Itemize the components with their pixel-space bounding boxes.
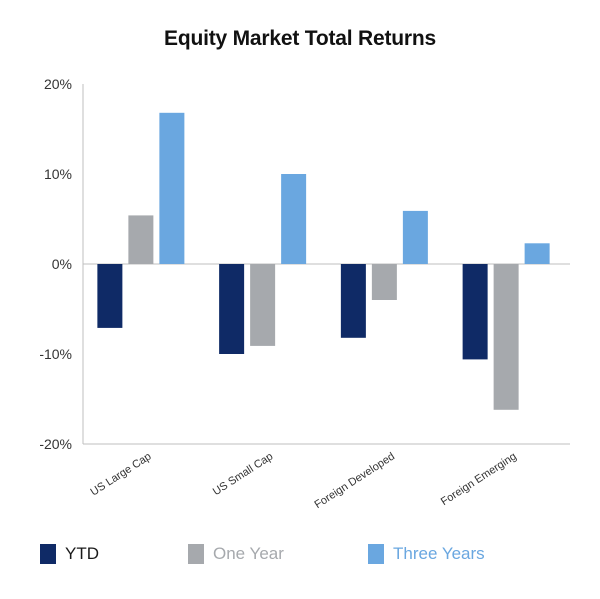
bar-chart-plot: 20% 10% 0% -10% -20% US Large Cap US Small Cap… — [39, 76, 570, 511]
legend-item-ytd: YTD — [40, 540, 99, 568]
bar-one-year — [371, 264, 397, 300]
bar-one-year — [128, 215, 154, 264]
legend-label-one-year: One Year — [213, 544, 284, 563]
y-tick-label: 20% — [44, 76, 72, 92]
y-tick-label: -20% — [39, 436, 72, 452]
bar-ytd — [462, 264, 488, 360]
y-tick-label: 10% — [44, 166, 72, 182]
chart-title: Equity Market Total Returns — [164, 27, 436, 50]
x-category-label: Foreign Emerging — [439, 450, 519, 508]
legend-swatch-three-years — [368, 544, 384, 564]
bar-ytd — [219, 264, 245, 354]
y-tick-label: -10% — [39, 346, 72, 362]
bar-three-years — [524, 243, 550, 264]
x-category-label: US Large Cap — [89, 450, 154, 498]
x-category-label: US Small Cap — [211, 450, 275, 498]
bar-three-years — [281, 174, 307, 264]
bar-one-year — [493, 264, 519, 410]
y-tick-label: 0% — [52, 256, 72, 272]
bar-ytd — [340, 264, 366, 338]
legend: YTD One Year Three Years — [40, 540, 580, 570]
legend-item-one-year: One Year — [188, 540, 284, 568]
x-category-label: Foreign Developed — [313, 450, 397, 511]
legend-label-three-years: Three Years — [393, 544, 485, 563]
bar-three-years — [402, 210, 428, 264]
legend-swatch-ytd — [40, 544, 56, 564]
bars-layer — [97, 112, 550, 410]
bar-one-year — [250, 264, 276, 346]
bar-ytd — [97, 264, 123, 328]
bar-three-years — [159, 112, 185, 264]
legend-label-ytd: YTD — [65, 544, 99, 563]
legend-item-three-years: Three Years — [368, 540, 485, 568]
legend-swatch-one-year — [188, 544, 204, 564]
